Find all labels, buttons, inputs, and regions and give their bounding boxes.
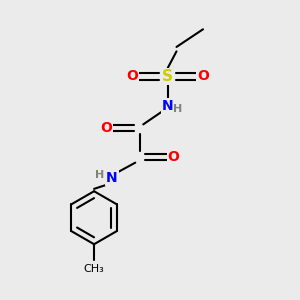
Text: H: H [95, 170, 104, 180]
Text: O: O [197, 69, 209, 83]
Text: O: O [126, 69, 138, 83]
Text: N: N [106, 171, 118, 185]
Text: CH₃: CH₃ [84, 264, 104, 274]
Text: N: N [162, 99, 173, 113]
Text: O: O [100, 121, 112, 135]
Text: O: O [168, 150, 179, 164]
Text: S: S [162, 69, 173, 84]
Text: H: H [173, 104, 183, 114]
